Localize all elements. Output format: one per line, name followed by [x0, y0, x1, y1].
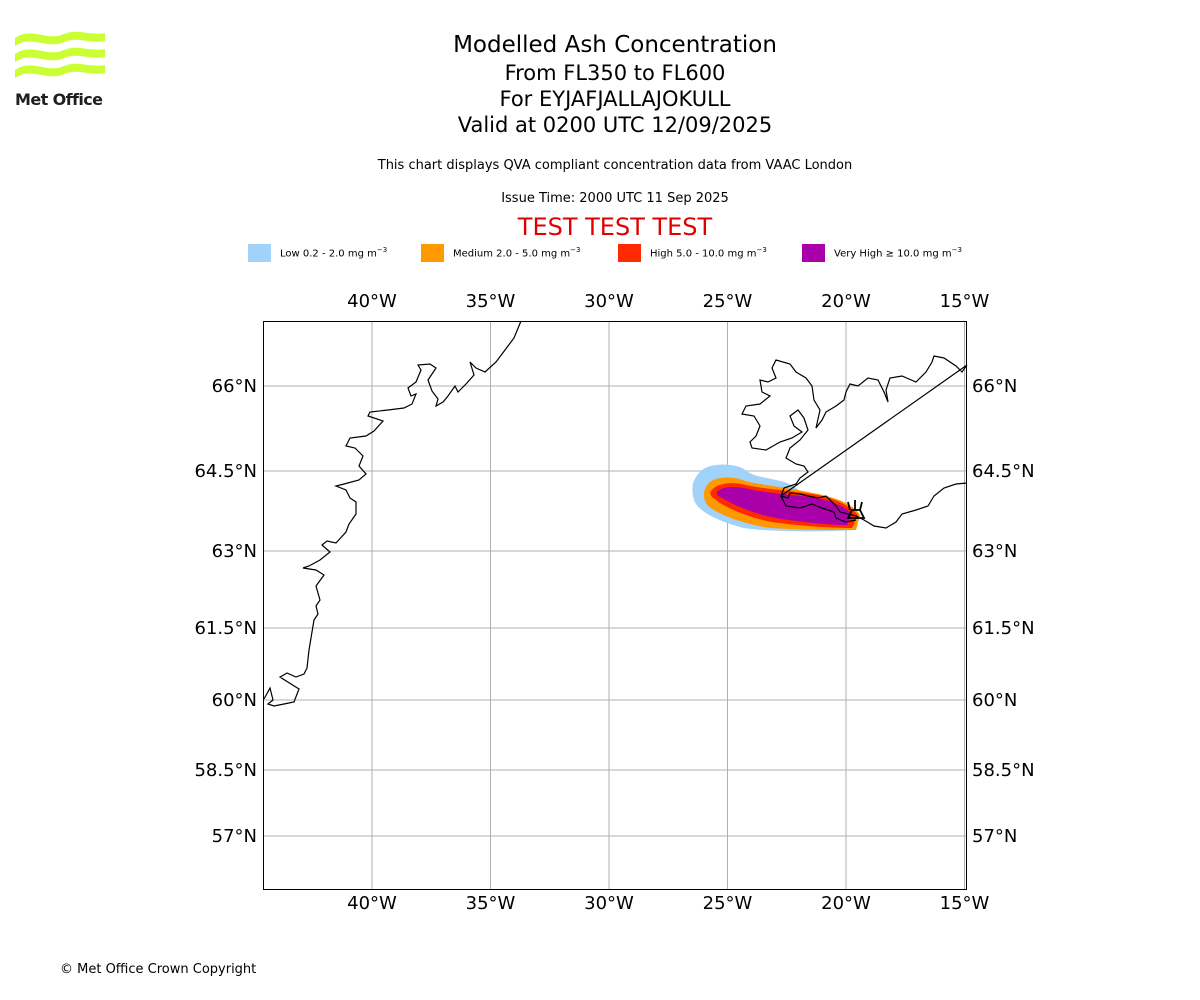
issue-time: Issue Time: 2000 UTC 11 Sep 2025	[501, 191, 729, 206]
lon-tick-label: 20°W	[821, 291, 871, 312]
ash-zones	[692, 464, 860, 532]
axis-ticks: 40°W 40°W 35°W 35°W 30°W 30°W 25°W 25°W 20°W 20°W…	[194, 291, 1034, 914]
lat-tick-label: 63°N	[212, 541, 257, 562]
legend-unit-exp: −3	[570, 246, 581, 255]
legend-swatch	[618, 244, 641, 262]
lat-tick-label: 66°N	[972, 376, 1017, 397]
volcano-name: For EYJAFJALLAJOKULL	[499, 87, 731, 111]
wave-logo-icon	[15, 31, 105, 78]
lat-tick-label: 66°N	[212, 376, 257, 397]
lon-tick-label: 35°W	[466, 893, 516, 914]
lon-tick-label: 35°W	[466, 291, 516, 312]
lon-tick-label: 30°W	[584, 893, 634, 914]
lat-tick-label: 60°N	[972, 690, 1017, 711]
gridlines	[264, 321, 966, 889]
lon-tick-label: 15°W	[940, 291, 990, 312]
lat-tick-label: 58.5°N	[972, 760, 1035, 781]
test-banner: TEST TEST TEST	[517, 213, 713, 241]
lon-tick-label: 20°W	[821, 893, 871, 914]
map-frame	[263, 321, 967, 890]
lon-tick-label: 40°W	[347, 291, 397, 312]
met-office-logo: Met Office	[12, 28, 112, 114]
iceland-coastline	[741, 355, 968, 529]
lon-tick-label: 40°W	[347, 893, 397, 914]
lat-tick-label: 61.5°N	[194, 618, 257, 639]
lon-tick-label: 25°W	[703, 893, 753, 914]
legend-unit-exp: −3	[951, 246, 962, 255]
valid-time: Valid at 0200 UTC 12/09/2025	[457, 113, 773, 137]
lat-tick-label: 60°N	[212, 690, 257, 711]
page-title: Modelled Ash Concentration	[453, 32, 777, 58]
lat-tick-label: 58.5°N	[194, 760, 257, 781]
legend: Low 0.2 - 2.0 mg m−3 Medium 2.0 - 5.0 mg…	[0, 244, 1200, 264]
lat-tick-label: 63°N	[972, 541, 1017, 562]
legend-swatch	[248, 244, 271, 262]
lat-tick-label: 61.5°N	[972, 618, 1035, 639]
coastlines	[263, 320, 968, 707]
volcano-icon	[846, 500, 866, 519]
logo-text: Met Office	[15, 90, 103, 109]
greenland-coastline	[263, 320, 522, 707]
legend-item-very-high: Very High ≥ 10.0 mg m−3	[802, 244, 962, 262]
compliance-note: This chart displays QVA compliant concen…	[377, 158, 853, 173]
lat-tick-label: 57°N	[972, 826, 1017, 847]
iceland-peninsula	[780, 495, 857, 523]
chart-titles: Modelled Ash Concentration From FL350 to…	[0, 30, 1200, 138]
legend-swatch	[421, 244, 444, 262]
lon-tick-label: 30°W	[584, 291, 634, 312]
lat-tick-label: 64.5°N	[972, 461, 1035, 482]
lon-tick-label: 25°W	[703, 291, 753, 312]
flight-levels: From FL350 to FL600	[504, 61, 726, 85]
lat-tick-label: 57°N	[212, 826, 257, 847]
legend-item-low: Low 0.2 - 2.0 mg m−3	[248, 244, 387, 262]
legend-swatch	[802, 244, 825, 262]
legend-unit-exp: −3	[756, 246, 767, 255]
legend-item-high: High 5.0 - 10.0 mg m−3	[618, 244, 767, 262]
legend-item-medium: Medium 2.0 - 5.0 mg m−3	[421, 244, 580, 262]
legend-label: Low 0.2 - 2.0 mg m	[280, 248, 377, 260]
legend-label: Very High ≥ 10.0 mg m	[834, 248, 952, 260]
legend-unit-exp: −3	[376, 246, 388, 255]
lat-tick-label: 64.5°N	[194, 461, 257, 482]
ash-zone-very-high	[716, 486, 852, 525]
legend-label: High 5.0 - 10.0 mg m	[650, 248, 757, 260]
legend-label: Medium 2.0 - 5.0 mg m	[453, 248, 571, 260]
lon-tick-label: 15°W	[940, 893, 990, 914]
copyright: © Met Office Crown Copyright	[60, 962, 257, 977]
